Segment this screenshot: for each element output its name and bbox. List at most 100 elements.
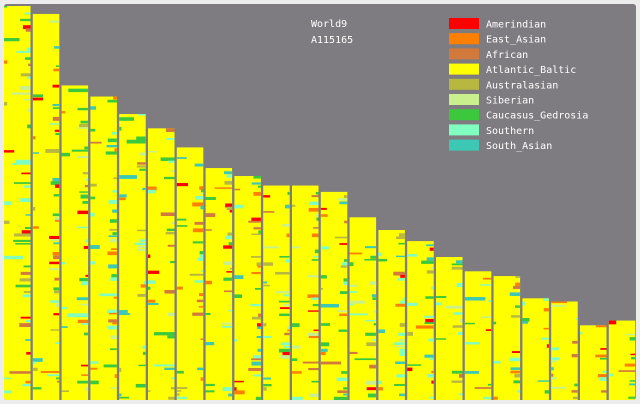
segment-australasian	[109, 228, 117, 231]
segment-southern	[27, 76, 31, 79]
segment-southern	[195, 195, 204, 200]
segment-australasian	[514, 373, 521, 378]
segment-south_asian	[399, 393, 405, 397]
segment-amerindian	[225, 203, 233, 208]
segment-east_asian	[543, 327, 549, 330]
segment-siberian	[337, 310, 348, 313]
segment-australasian	[136, 165, 146, 168]
segment-australasian	[50, 329, 60, 331]
segment-amerindian	[431, 380, 434, 384]
segment-east_asian	[205, 280, 213, 285]
segment-southern	[197, 257, 204, 261]
segment-amerindian	[234, 387, 237, 391]
segment-southern	[283, 294, 290, 297]
segment-east_asian	[25, 380, 31, 384]
segment-african	[28, 63, 31, 67]
segment-siberian	[349, 300, 366, 304]
segment-east_asian	[114, 148, 117, 152]
segment-south_asian	[176, 157, 187, 159]
segment-southern	[394, 342, 405, 345]
segment-caucasus_gedrosia	[79, 278, 89, 282]
segment-african	[9, 371, 31, 374]
segment-caucasus_gedrosia	[205, 197, 216, 200]
segment-east_asian	[286, 233, 290, 238]
segment-east_asian	[339, 313, 348, 317]
segment-australasian	[334, 236, 348, 239]
segment-southern	[99, 293, 117, 297]
segment-amerindian	[400, 274, 405, 278]
segment-southern	[464, 342, 480, 345]
segment-south_asian	[464, 371, 479, 374]
segment-east_asian	[515, 282, 521, 287]
segment-caucasus_gedrosia	[513, 380, 521, 384]
chart-subtitle: A115165	[311, 35, 353, 46]
segment-australasian	[343, 195, 348, 198]
segment-siberian	[349, 284, 358, 287]
segment-caucasus_gedrosia	[84, 332, 89, 336]
segment-south_asian	[537, 380, 549, 382]
segment-southern	[551, 357, 560, 361]
segment-south_asian	[234, 275, 244, 280]
segment-south_asian	[106, 144, 117, 148]
segment-southern	[541, 337, 549, 340]
segment-australasian	[320, 287, 323, 290]
segment-amerindian	[22, 25, 31, 30]
segment-southern	[148, 189, 156, 194]
chromosome-bar-16	[436, 257, 463, 400]
segment-caucasus_gedrosia	[255, 396, 261, 400]
segment-caucasus_gedrosia	[199, 251, 204, 255]
segment-siberian	[77, 156, 89, 159]
segment-south_asian	[53, 242, 60, 245]
segment-siberian	[445, 305, 463, 309]
segment-amerindian	[80, 364, 89, 367]
segment-amerindian	[21, 172, 31, 175]
segment-south_asian	[395, 361, 405, 365]
segment-australasian	[90, 183, 97, 187]
bar-base-20	[551, 301, 578, 400]
segment-siberian	[110, 335, 117, 340]
segment-southern	[372, 339, 377, 341]
legend: Amerindian East_Asian African Atlantic_Balt…	[449, 18, 588, 152]
segment-african	[313, 227, 319, 229]
segment-east_asian	[114, 374, 117, 378]
segment-south_asian	[25, 339, 31, 341]
segment-caucasus_gedrosia	[451, 370, 463, 374]
segment-southern	[310, 297, 319, 300]
segment-caucasus_gedrosia	[90, 196, 96, 200]
segment-caucasus_gedrosia	[90, 380, 99, 385]
segment-southern	[194, 280, 204, 283]
chromosome-bar-22	[608, 320, 636, 400]
segment-siberian	[307, 275, 319, 278]
segment-african	[253, 227, 261, 230]
segment-caucasus_gedrosia	[257, 185, 261, 188]
segment-australasian	[61, 390, 69, 393]
segment-australasian	[263, 284, 270, 287]
segment-amerindian	[20, 316, 31, 319]
segment-caucasus_gedrosia	[61, 152, 70, 157]
segment-caucasus_gedrosia	[32, 94, 44, 98]
segment-caucasus_gedrosia	[15, 243, 31, 245]
segment-australasian	[32, 367, 38, 371]
segment-caucasus_gedrosia	[80, 120, 89, 124]
segment-southern	[85, 239, 89, 243]
segment-caucasus_gedrosia	[343, 259, 348, 262]
chromosome-bar-21	[580, 325, 607, 400]
segment-southern	[77, 226, 89, 229]
segment-south_asian	[119, 175, 137, 179]
segment-southern	[430, 286, 434, 290]
segment-east_asian	[81, 374, 89, 376]
segment-southern	[336, 377, 348, 382]
segment-southern	[399, 351, 405, 356]
segment-amerindian	[600, 348, 607, 350]
segment-amerindian	[52, 84, 60, 88]
segment-amerindian	[77, 210, 89, 215]
segment-african	[200, 338, 204, 340]
chromosome-bar-5	[119, 114, 146, 400]
segment-south_asian	[426, 257, 434, 261]
segment-caucasus_gedrosia	[314, 249, 319, 254]
segment-australasian	[263, 387, 267, 391]
segment-southern	[551, 347, 560, 351]
segment-australasian	[45, 149, 60, 153]
segment-siberian	[77, 127, 89, 129]
segment-south_asian	[339, 201, 348, 205]
